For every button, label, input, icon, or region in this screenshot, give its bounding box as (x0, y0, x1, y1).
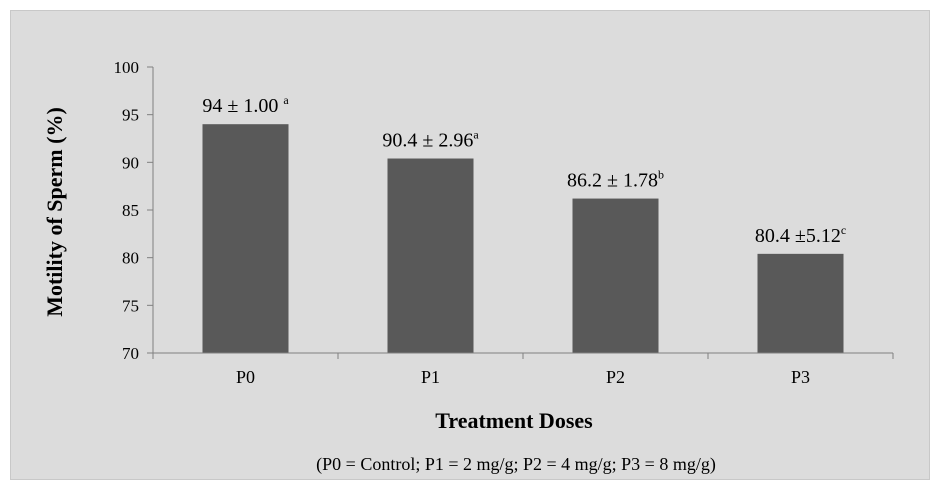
y-tick-label: 100 (114, 58, 140, 77)
y-tick-label: 90 (122, 153, 139, 172)
x-category-label: P0 (236, 367, 255, 387)
x-category-label: P3 (791, 367, 810, 387)
x-category-label: P2 (606, 367, 625, 387)
bar-p1 (387, 158, 474, 353)
data-label-p2: 86.2 ± 1.78b (567, 168, 664, 192)
y-tick-label: 75 (122, 296, 139, 315)
y-axis-title: Motility of Sperm (%) (42, 107, 67, 317)
x-axis-categories: P0 P1 P2 P3 (236, 367, 810, 387)
data-label-p3: 80.4 ±5.12c (755, 223, 846, 247)
y-tick-label: 85 (122, 201, 139, 220)
y-axis-ticks: 70 75 80 85 90 95 100 (114, 58, 894, 363)
data-label-p0: 94 ± 1.00 a (202, 93, 289, 117)
data-label-p1: 90.4 ± 2.96a (382, 128, 479, 152)
x-category-label: P1 (421, 367, 440, 387)
bars (202, 124, 844, 353)
data-labels: 94 ± 1.00 a 90.4 ± 2.96a 86.2 ± 1.78b 80.4 … (202, 93, 846, 247)
bar-p0 (202, 124, 289, 353)
bar-p3 (757, 253, 844, 353)
x-axis-title: Treatment Doses (435, 408, 593, 433)
bar-p2 (572, 198, 659, 353)
y-tick-label: 70 (122, 344, 139, 363)
y-tick-label: 80 (122, 249, 139, 268)
legend-note: (P0 = Control; P1 = 2 mg/g; P2 = 4 mg/g;… (316, 454, 716, 475)
y-tick-label: 95 (122, 106, 139, 125)
